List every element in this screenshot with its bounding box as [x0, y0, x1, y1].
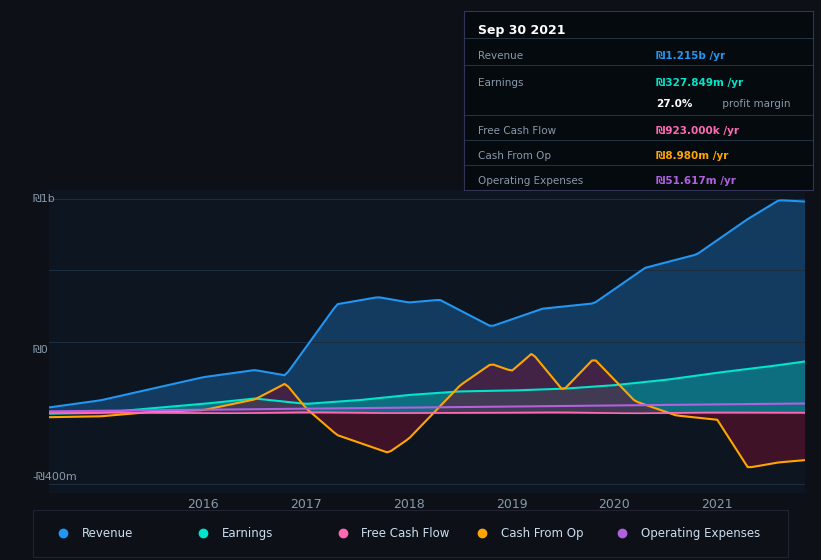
Text: Cash From Op: Cash From Op	[501, 527, 584, 540]
Text: ₪1.215b /yr: ₪1.215b /yr	[656, 50, 725, 60]
Text: ₪1b: ₪1b	[33, 194, 56, 204]
Text: Operating Expenses: Operating Expenses	[478, 176, 583, 186]
Text: Free Cash Flow: Free Cash Flow	[361, 527, 450, 540]
Text: Revenue: Revenue	[82, 527, 133, 540]
Text: ₪8.980m /yr: ₪8.980m /yr	[656, 151, 728, 161]
Text: profit margin: profit margin	[718, 99, 790, 109]
Text: Sep 30 2021: Sep 30 2021	[478, 24, 566, 37]
Text: ₪923.000k /yr: ₪923.000k /yr	[656, 126, 739, 136]
Text: -₪400m: -₪400m	[33, 472, 78, 482]
Text: Cash From Op: Cash From Op	[478, 151, 551, 161]
Text: Operating Expenses: Operating Expenses	[641, 527, 760, 540]
Text: ₪327.849m /yr: ₪327.849m /yr	[656, 77, 743, 87]
Text: Revenue: Revenue	[478, 50, 523, 60]
Text: ₪0: ₪0	[33, 345, 48, 355]
Text: ₪51.617m /yr: ₪51.617m /yr	[656, 176, 736, 186]
Text: Earnings: Earnings	[478, 77, 523, 87]
Text: Earnings: Earnings	[222, 527, 273, 540]
Text: 27.0%: 27.0%	[656, 99, 692, 109]
Text: Free Cash Flow: Free Cash Flow	[478, 126, 556, 136]
